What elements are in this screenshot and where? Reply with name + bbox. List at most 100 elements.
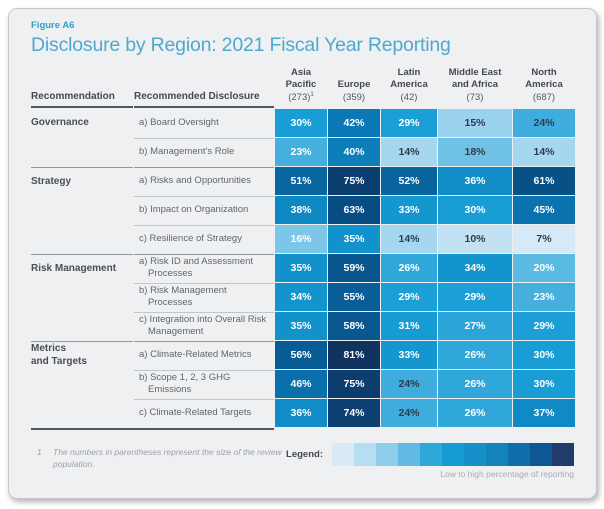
figure-title: Disclosure by Region: 2021 Fiscal Year R… xyxy=(31,34,451,56)
column-header-region: Europe (359) xyxy=(328,67,380,108)
heatmap-cell: 16% xyxy=(275,224,327,253)
heatmap-cell: 35% xyxy=(275,253,327,282)
heatmap-cell: 36% xyxy=(438,166,512,195)
figure-card: Figure A6 Disclosure by Region: 2021 Fis… xyxy=(8,8,597,499)
disclosure-label: c) Resilience of Strategy xyxy=(139,233,242,245)
legend-swatch xyxy=(464,442,486,466)
disclosure-cell: a) Board Oversight xyxy=(134,109,274,137)
region-count: (687) xyxy=(532,91,556,103)
heatmap-cell: 7% xyxy=(513,224,575,253)
table-bottom-rule xyxy=(31,427,274,430)
disclosure-label: a) Risk ID and Assessment Processes xyxy=(139,256,254,280)
heatmap-cell: 24% xyxy=(381,398,437,427)
heatmap-cell: 30% xyxy=(438,195,512,224)
region-count: (273)1 xyxy=(288,91,314,103)
disclosure-label: c) Integration into Overall Risk Managem… xyxy=(139,314,267,338)
region-count: (73) xyxy=(466,91,484,103)
disclosure-label: b) Management's Role xyxy=(139,146,235,158)
legend-swatch xyxy=(332,442,354,466)
disclosure-cell: a) Risks and Opportunities xyxy=(134,166,274,195)
heatmap-cell: 26% xyxy=(438,398,512,427)
disclosure-cell: c) Resilience of Strategy xyxy=(134,224,274,253)
heatmap-cell: 38% xyxy=(275,195,327,224)
heatmap-cell: 74% xyxy=(328,398,380,427)
heatmap-cell: 23% xyxy=(513,282,575,311)
recommendation-cell xyxy=(31,312,133,340)
legend-swatch xyxy=(486,442,508,466)
disclosure-label: a) Board Oversight xyxy=(139,116,219,128)
figure-footer: 1 The numbers in parentheses represent t… xyxy=(31,442,574,479)
legend-swatch xyxy=(442,442,464,466)
disclosure-label: b) Impact on Organization xyxy=(139,204,249,216)
column-header-region: Latin America (42) xyxy=(381,67,437,108)
region-name: Middle East and Africa xyxy=(448,67,502,91)
heatmap-cell: 63% xyxy=(328,195,380,224)
region-count: (42) xyxy=(400,91,418,103)
heatmap-cell: 34% xyxy=(275,282,327,311)
column-header-recommendation: Recommendation xyxy=(31,67,133,108)
heatmap-cell: 29% xyxy=(513,311,575,340)
legend-swatch xyxy=(398,442,420,466)
heatmap-cell: 61% xyxy=(513,166,575,195)
legend-swatch xyxy=(508,442,530,466)
disclosure-cell: b) Impact on Organization xyxy=(134,195,274,224)
disclosure-cell: b) Risk Management Processes xyxy=(134,282,274,311)
disclosure-cell: b) Management's Role xyxy=(134,137,274,166)
heatmap-cell: 34% xyxy=(438,253,512,282)
heatmap-cell: 51% xyxy=(275,166,327,195)
disclosure-cell: b) Scope 1, 2, 3 GHG Emissions xyxy=(134,369,274,398)
recommendation-cell: Governance xyxy=(31,117,89,129)
recommendation-cell: Strategy xyxy=(31,166,133,195)
heatmap-cell: 20% xyxy=(513,253,575,282)
legend-caption: Low to high percentage of reporting xyxy=(440,468,574,479)
heatmap-cell: 29% xyxy=(381,108,437,137)
footnote-marker: 1 xyxy=(37,446,42,457)
heatmap-cell: 58% xyxy=(328,311,380,340)
disclosure-cell: c) Integration into Overall Risk Managem… xyxy=(134,311,274,340)
disclosure-label: c) Climate-Related Targets xyxy=(139,407,252,419)
heatmap-table: Recommendation Recommended Disclosure Asia… xyxy=(31,67,575,427)
legend-color-scale xyxy=(332,442,574,466)
heatmap-cell: 15% xyxy=(438,108,512,137)
heatmap-cell: 26% xyxy=(438,340,512,369)
column-header-disclosure: Recommended Disclosure xyxy=(134,67,274,108)
recommendation-cell xyxy=(31,370,133,398)
heatmap-cell: 30% xyxy=(513,340,575,369)
legend-row: Legend: xyxy=(286,442,574,466)
legend-swatch xyxy=(376,442,398,466)
region-count: (359) xyxy=(342,91,366,103)
disclosure-label: b) Risk Management Processes xyxy=(139,285,227,309)
heatmap-cell: 33% xyxy=(381,340,437,369)
heatmap-cell: 27% xyxy=(438,311,512,340)
heatmap-cell: 52% xyxy=(381,166,437,195)
heatmap-cell: 23% xyxy=(275,137,327,166)
heatmap-cell: 31% xyxy=(381,311,437,340)
heatmap-cell: 45% xyxy=(513,195,575,224)
heatmap-cell: 24% xyxy=(381,369,437,398)
disclosure-label: a) Risks and Opportunities xyxy=(139,175,251,187)
legend-swatch xyxy=(552,442,574,466)
heatmap-cell: 59% xyxy=(328,253,380,282)
heatmap-cell: 46% xyxy=(275,369,327,398)
recommendation-cell: Risk Management xyxy=(31,253,133,282)
heatmap-cell: 10% xyxy=(438,224,512,253)
heatmap-cell: 24% xyxy=(513,108,575,137)
column-header-region: Middle East and Africa (73) xyxy=(438,67,512,108)
heatmap-cell: 42% xyxy=(328,108,380,137)
legend-swatch xyxy=(354,442,376,466)
footnote: 1 The numbers in parentheses represent t… xyxy=(37,447,286,479)
heatmap-cell: 40% xyxy=(328,137,380,166)
heatmap-cell: 75% xyxy=(328,369,380,398)
disclosure-label: a) Climate-Related Metrics xyxy=(139,349,252,361)
heatmap-cell: 81% xyxy=(328,340,380,369)
heatmap-cell: 37% xyxy=(513,398,575,427)
footnote-text: The numbers in parentheses represent the… xyxy=(53,446,282,469)
heatmap-cell: 14% xyxy=(513,137,575,166)
column-header-region: North America (687) xyxy=(513,67,575,108)
recommendation-cell xyxy=(31,138,133,166)
heatmap-cell: 30% xyxy=(275,108,327,137)
recommendation-cell xyxy=(31,399,133,427)
disclosure-cell: c) Climate-Related Targets xyxy=(134,398,274,427)
heatmap-cell: 35% xyxy=(275,311,327,340)
legend-label: Legend: xyxy=(286,448,323,460)
